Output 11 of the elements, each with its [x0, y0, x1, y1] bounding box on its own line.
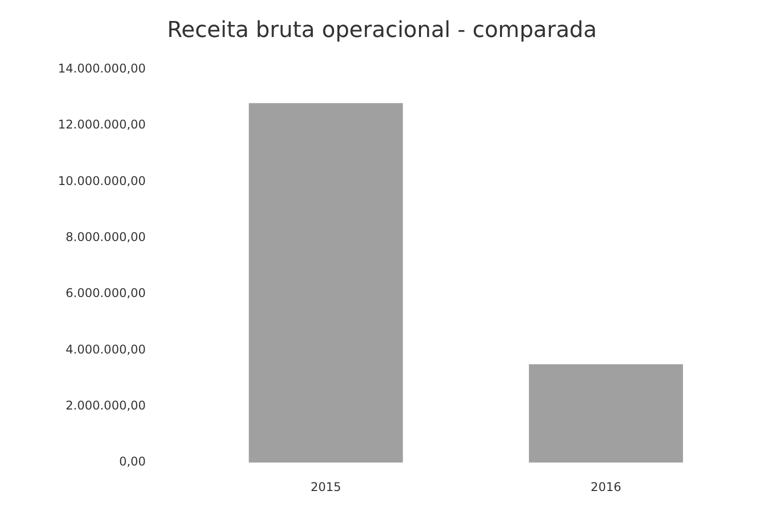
y-tick-label: 4.000.000,00 [66, 342, 146, 356]
y-tick-label: 0,00 [119, 454, 146, 469]
y-tick-label: 2.000.000,00 [66, 398, 146, 413]
chart-title: Receita bruta operacional - comparada [167, 18, 597, 43]
y-tick-label: 8.000.000,00 [66, 230, 146, 244]
y-tick-label: 14.000.000,00 [58, 62, 146, 76]
y-tick-label: 6.000.000,00 [66, 286, 146, 300]
y-tick-label: 12.000.000,00 [58, 118, 146, 132]
x-tick-label: 2015 [310, 480, 342, 494]
x-tick-label: 2016 [590, 480, 622, 494]
y-tick-label: 10.000.000,00 [58, 174, 146, 188]
